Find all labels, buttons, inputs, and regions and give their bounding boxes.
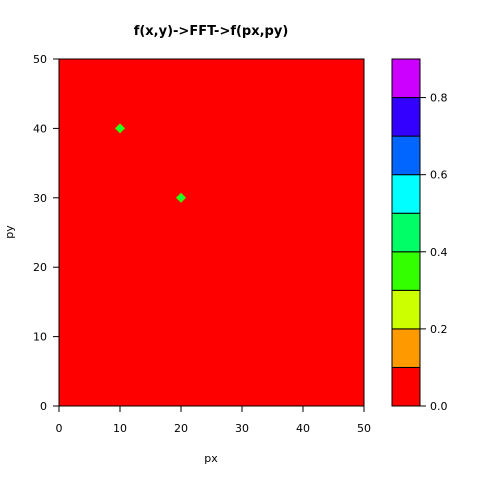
y-axis: 0 10 20 30 40 50	[33, 53, 60, 413]
x-tick-label: 0	[56, 422, 63, 435]
y-tick-label: 0	[40, 400, 47, 413]
y-axis-label: py	[3, 225, 16, 239]
colorbar-swatch	[391, 135, 421, 176]
x-tick-label: 10	[113, 422, 127, 435]
colorbar-tick-label: 0.6	[430, 169, 448, 182]
colorbar-tick-label: 0.4	[430, 246, 448, 259]
x-tick-label: 20	[174, 422, 188, 435]
colorbar-swatch	[391, 328, 421, 368]
x-tick-label: 30	[235, 422, 249, 435]
colorbar-swatch	[391, 251, 421, 291]
colorbar-tick-label: 0.0	[430, 400, 448, 413]
x-axis: 0 10 20 30 40 50	[56, 405, 371, 435]
colorbar-swatch	[391, 289, 421, 330]
y-tick-label: 10	[33, 331, 47, 344]
colorbar-swatch	[391, 97, 421, 137]
y-tick-label: 40	[33, 122, 47, 135]
heatmap-peak-core	[178, 195, 184, 200]
colorbar-tick-label: 0.8	[430, 92, 448, 105]
x-tick-label: 50	[357, 422, 371, 435]
plot-area	[58, 58, 365, 407]
heatmap-peak-core	[117, 126, 123, 131]
colorbar-swatch	[391, 58, 421, 99]
colorbar-swatch	[391, 212, 421, 253]
x-tick-label: 40	[296, 422, 310, 435]
colorbar: 0.0 0.2 0.4 0.6 0.8	[391, 58, 448, 413]
chart-title: f(x,y)->FFT->f(px,py)	[134, 24, 289, 39]
x-axis-label: px	[204, 452, 218, 465]
colorbar-tick-label: 0.2	[430, 323, 448, 336]
y-tick-label: 50	[33, 53, 47, 66]
colorbar-swatch	[391, 366, 421, 407]
heatmap-background	[59, 59, 364, 406]
y-tick-label: 30	[33, 192, 47, 205]
colorbar-swatch	[391, 174, 421, 214]
y-tick-label: 20	[33, 261, 47, 274]
